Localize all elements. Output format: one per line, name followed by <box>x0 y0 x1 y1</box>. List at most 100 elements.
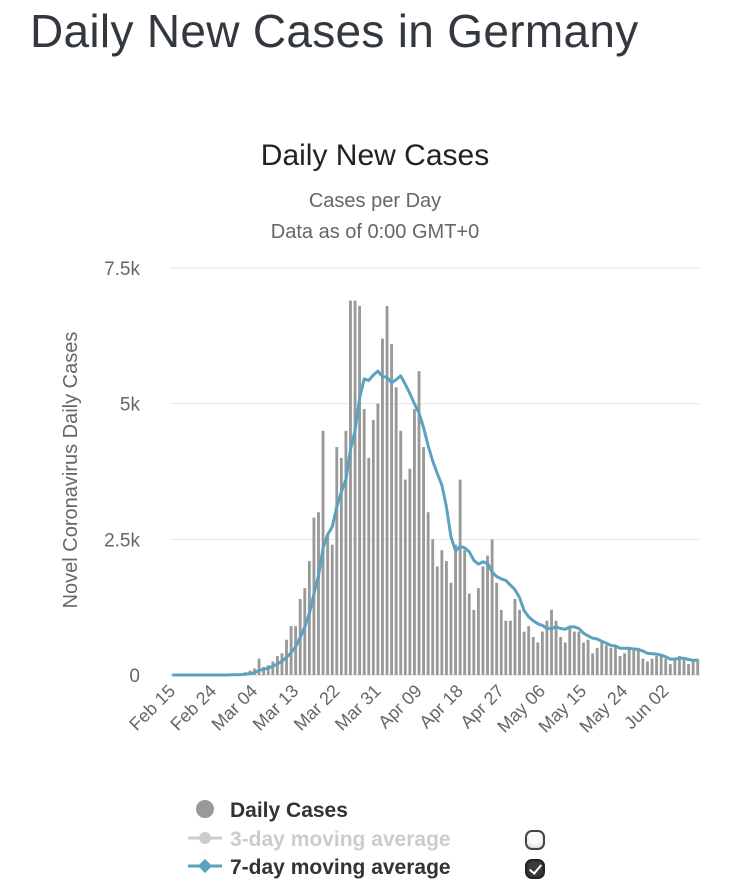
three-day-average-checkbox[interactable] <box>525 830 545 850</box>
daily-cases-bar <box>550 609 553 675</box>
daily-cases-bar <box>481 566 485 675</box>
daily-cases-bar <box>422 447 425 675</box>
daily-cases-bar <box>604 645 608 675</box>
daily-cases-bar <box>445 561 448 675</box>
daily-cases-bar <box>636 647 640 675</box>
daily-cases-bar <box>271 661 275 675</box>
daily-cases-bar <box>691 661 695 675</box>
daily-cases-bar <box>458 479 462 675</box>
daily-cases-bar <box>696 658 700 675</box>
seven-day-average-checkbox[interactable] <box>525 859 545 879</box>
daily-cases-bar <box>266 665 270 675</box>
legend: Daily Cases 3-day moving average 7-day m… <box>188 799 451 879</box>
daily-cases-bar <box>344 430 348 675</box>
x-tick-label: Feb 24 <box>166 681 220 735</box>
daily-cases-bar <box>376 403 380 675</box>
daily-cases-bar <box>586 639 590 675</box>
daily-cases-bar <box>426 512 430 675</box>
daily-cases-bar <box>536 642 540 675</box>
daily-cases-bar <box>408 468 412 675</box>
daily-cases-bar <box>390 343 394 675</box>
daily-cases-bar <box>326 533 330 675</box>
chart-subtitle-line: Data as of 0:00 GMT+0 <box>271 221 479 243</box>
daily-cases-bar <box>614 645 617 675</box>
legend-item-3day-average[interactable]: 3-day moving average <box>188 828 451 851</box>
daily-cases-bar <box>618 656 622 675</box>
daily-cases-bar <box>518 609 521 675</box>
daily-cases-bar <box>467 593 471 675</box>
legend-item-7day-average[interactable]: 7-day moving average <box>188 856 451 879</box>
chart-subtitle-line: Cases per Day <box>309 190 441 212</box>
y-axis-ticks: 0 2.5k 5k 7.5k <box>104 259 140 687</box>
daily-cases-bar <box>440 550 444 675</box>
daily-cases-bar <box>353 300 357 675</box>
daily-cases-bar <box>499 609 503 675</box>
daily-cases-bar <box>563 642 567 675</box>
daily-cases-bar <box>568 626 572 675</box>
daily-cases-bar <box>454 544 457 675</box>
daily-cases-bar <box>303 588 307 675</box>
daily-cases-bar <box>623 653 627 675</box>
chart-title: Daily New Cases <box>261 139 489 172</box>
daily-cases-bar <box>591 653 595 675</box>
daily-cases-bar <box>664 658 668 675</box>
daily-cases-bar <box>559 637 563 675</box>
daily-cases-bar <box>358 305 362 675</box>
daily-cases-bar <box>476 588 480 675</box>
y-axis-title: Novel Coronavirus Daily Cases <box>60 332 82 609</box>
x-tick-label: Apr 09 <box>374 681 426 733</box>
daily-cases-bar <box>449 582 453 675</box>
x-tick-label: Mar 22 <box>290 681 344 735</box>
daily-cases-bar <box>577 631 581 675</box>
daily-cases-bar <box>682 658 686 675</box>
daily-cases-bar <box>527 626 531 675</box>
y-tick-label: 2.5k <box>104 530 140 551</box>
daily-cases-bar <box>371 419 375 675</box>
x-tick-label: Mar 13 <box>249 681 303 735</box>
daily-cases-bar <box>330 544 334 675</box>
daily-cases-bar <box>349 300 352 675</box>
daily-cases-bar <box>668 664 672 675</box>
daily-cases-bar <box>600 642 604 675</box>
daily-cases-bar <box>513 599 517 675</box>
daily-cases-bar <box>339 457 343 675</box>
legend-label: 7-day moving average <box>230 856 451 879</box>
daily-cases-bar <box>317 512 320 675</box>
daily-cases-bar <box>673 658 677 675</box>
y-tick-label: 7.5k <box>104 259 140 280</box>
daily-cases-bar <box>554 620 558 675</box>
daily-cases-bar <box>632 647 636 675</box>
daily-cases-bar <box>650 658 654 675</box>
daily-cases-bar <box>335 447 339 675</box>
legend-label: Daily Cases <box>230 799 348 822</box>
daily-cases-bar <box>381 338 384 675</box>
daily-cases-bar <box>463 550 467 675</box>
daily-cases-bar <box>280 653 284 675</box>
daily-cases-bar <box>522 631 526 675</box>
daily-cases-bar <box>435 566 439 675</box>
daily-cases-bar <box>399 430 403 675</box>
daily-cases-bar <box>659 656 663 675</box>
daily-cases-bar <box>609 647 613 675</box>
daily-cases-bar <box>472 609 476 675</box>
daily-cases-bar <box>531 637 535 675</box>
daily-cases-bar <box>431 539 435 675</box>
daily-cases-bar <box>394 387 398 675</box>
legend-item-daily-cases[interactable]: Daily Cases <box>196 799 348 822</box>
legend-circle-icon <box>196 800 214 818</box>
legend-marker-icon <box>199 832 211 844</box>
daily-cases-bar <box>678 656 681 675</box>
seven-day-average-line <box>172 369 698 677</box>
daily-cases-bar <box>504 620 508 675</box>
x-tick-label: Feb 15 <box>125 681 179 735</box>
daily-cases-bar <box>687 664 690 675</box>
daily-cases-bars <box>230 300 700 675</box>
x-tick-label: Mar 04 <box>208 681 262 735</box>
daily-cases-bar <box>417 371 421 675</box>
y-tick-label: 5k <box>120 395 141 416</box>
daily-cases-bar <box>582 642 585 675</box>
daily-cases-bar <box>413 409 416 675</box>
daily-cases-bar <box>362 409 366 675</box>
daily-cases-bar <box>495 582 499 675</box>
